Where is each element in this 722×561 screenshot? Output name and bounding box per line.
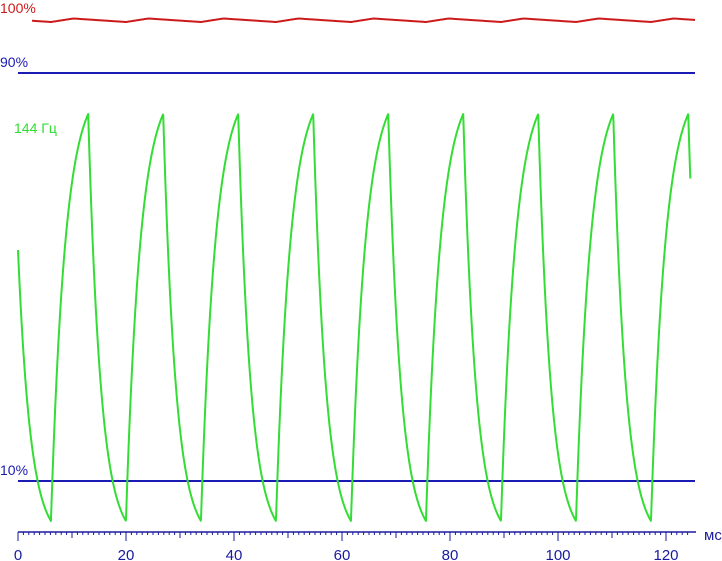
x-tick-label: 80 [442,547,459,561]
label-100-percent: 100% [0,0,36,16]
x-tick-label: 40 [226,547,243,561]
x-tick-label: 0 [14,547,22,561]
x-axis-ticks: 0 20 40 60 80 100 120 [14,532,689,561]
series-label-144hz: 144 Гц [14,120,57,136]
series-line-144hz [17,113,692,522]
label-10-percent: 10% [0,462,28,478]
x-tick-label: 120 [653,547,678,561]
x-tick-label: 60 [334,547,351,561]
label-90-percent: 90% [0,54,28,70]
x-tick-label: 20 [118,547,135,561]
x-tick-label: 100 [545,547,570,561]
x-axis-unit-label: мс [704,527,722,544]
reference-line-100 [31,17,696,24]
